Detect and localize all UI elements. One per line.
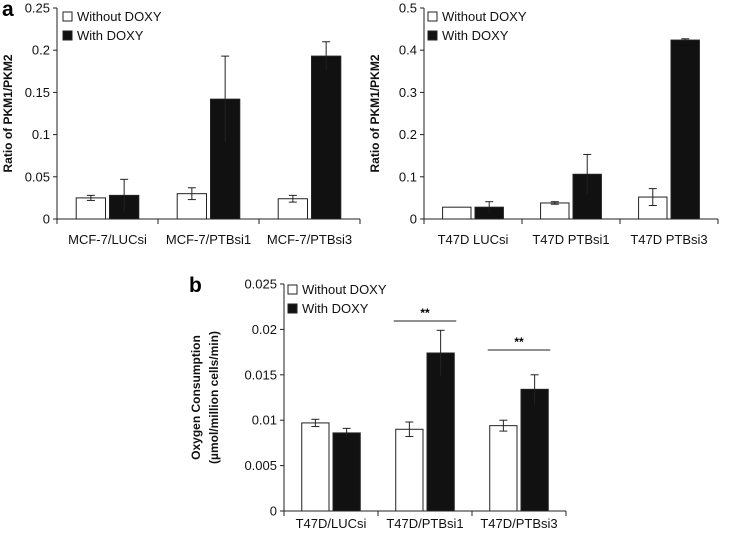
category-label: T47D/PTBsi3 [480, 516, 557, 531]
category-label: T47D LUCsi [438, 232, 509, 247]
y-tick-label: 0.4 [399, 43, 417, 58]
legend-swatch [287, 284, 298, 295]
y-tick-label: 0.025 [244, 277, 277, 292]
y-tick-label: 0.015 [244, 367, 277, 382]
bar-with-doxy [311, 55, 342, 220]
y-tick-label: 0 [270, 504, 277, 519]
legend-label: With DOXY [302, 301, 369, 316]
bar-without-doxy [442, 206, 472, 220]
y-axis-title: Oxygen Consumption [189, 335, 203, 460]
category-label: MCF-7/PTBsi1 [166, 232, 251, 247]
y-tick-label: 0.1 [399, 169, 417, 184]
y-axis-title: Ratio of PKM1/PKM2 [368, 54, 382, 172]
bar-without-doxy [75, 197, 106, 220]
bar-without-doxy [489, 425, 518, 512]
y-tick-label: 0.3 [399, 85, 417, 100]
category-label: T47D PTBsi1 [532, 232, 609, 247]
bar-without-doxy [301, 422, 330, 512]
category-label: T47D/PTBsi1 [386, 516, 463, 531]
legend-swatch [427, 11, 438, 22]
significance-label: ** [420, 306, 430, 320]
legend-swatch [427, 30, 438, 41]
category-label: MCF-7/PTBsi3 [267, 232, 352, 247]
y-tick-label: 0.2 [32, 43, 50, 58]
y-tick-label: 0.15 [25, 85, 50, 100]
y-tick-label: 0.1 [32, 127, 50, 142]
legend-swatch [62, 30, 73, 41]
legend-label: With DOXY [442, 28, 509, 43]
y-axis-subtitle: (µmol/million cells/min) [207, 331, 221, 464]
bar-without-doxy [395, 428, 424, 512]
legend-label: Without DOXY [442, 9, 527, 24]
y-axis-title: Ratio of PKM1/PKM2 [1, 54, 15, 172]
legend-swatch [287, 303, 298, 314]
bar-with-doxy [332, 432, 361, 512]
y-tick-label: 0.5 [399, 1, 417, 16]
y-tick-label: 0.01 [252, 413, 277, 428]
legend: Without DOXY With DOXY [427, 9, 527, 43]
category-label: MCF-7/LUCsi [68, 232, 147, 247]
legend-label: Without DOXY [302, 282, 387, 297]
chart-panel-1: a 0 0.05 0.1 0.15 0.2 0.25 Ratio of PKM1/PKM2 MC… [1, 0, 361, 247]
panel-letter: a [2, 0, 14, 21]
legend-swatch [62, 11, 73, 22]
legend: Without DOXY With DOXY [62, 9, 162, 43]
y-tick-label: 0 [410, 212, 417, 227]
bar-without-doxy [540, 202, 570, 220]
bar-with-doxy [520, 388, 549, 512]
y-tick-label: 0.25 [25, 1, 50, 16]
chart-panel-3: b 0 0.005 0.01 0.015 0.02 0.025 Oxygen Consumpt… [189, 274, 567, 531]
bar-with-doxy [670, 39, 700, 220]
legend: Without DOXY With DOXY [287, 282, 387, 316]
panel-letter: b [189, 274, 202, 297]
y-tick-label: 0 [43, 212, 50, 227]
bar-with-doxy [426, 352, 455, 512]
significance-label: ** [514, 335, 524, 349]
legend-label: With DOXY [77, 28, 144, 43]
y-tick-label: 0.005 [244, 458, 277, 473]
y-tick-label: 0.05 [25, 169, 50, 184]
y-tick-label: 0.2 [399, 127, 417, 142]
category-label: T47D PTBsi3 [630, 232, 707, 247]
legend-label: Without DOXY [77, 9, 162, 24]
chart-panel-2: 0 0.1 0.2 0.3 0.4 0.5 Ratio of PKM1/PKM2 T47D L… [368, 1, 719, 247]
y-tick-label: 0.02 [252, 322, 277, 337]
category-label: T47D/LUCsi [296, 516, 367, 531]
